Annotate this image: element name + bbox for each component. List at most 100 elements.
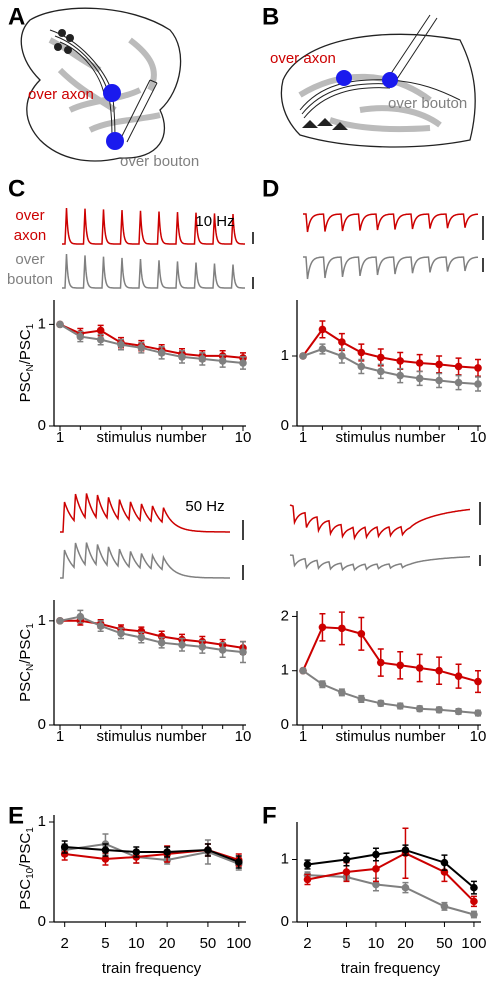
x-tick-label: 1 xyxy=(299,728,307,745)
y-axis-label-part: PSC xyxy=(17,879,34,910)
trace xyxy=(62,253,245,289)
series-line xyxy=(302,669,479,715)
x-axis-label: train frequency xyxy=(102,960,202,977)
data-point xyxy=(415,704,424,713)
x-tick-label: 10 xyxy=(235,728,252,745)
y-axis-label-part: 1 xyxy=(25,827,36,833)
x-tick-label: 50 xyxy=(200,935,217,952)
data-point xyxy=(318,623,327,632)
data-point xyxy=(342,868,351,876)
data-point xyxy=(470,897,478,906)
data-point xyxy=(198,355,207,363)
y-tick-label: 1 xyxy=(281,347,289,364)
y-tick-label: 0 xyxy=(281,913,289,930)
series-line xyxy=(302,626,479,683)
data-point xyxy=(415,374,424,383)
data-point xyxy=(96,335,105,344)
x-axis-label: stimulus number xyxy=(96,429,206,446)
data-point xyxy=(470,910,478,919)
x-tick-label: 10 xyxy=(235,429,252,446)
data-point xyxy=(163,848,171,856)
data-point xyxy=(204,846,212,854)
data-point xyxy=(376,699,385,708)
trace-label: over xyxy=(15,207,44,224)
data-point xyxy=(401,883,410,892)
data-point xyxy=(474,380,482,388)
y-axis-label-part: /PSC xyxy=(17,833,34,868)
data-point xyxy=(101,855,110,863)
x-tick-label: 20 xyxy=(397,935,414,952)
y-tick-label: 0 xyxy=(281,417,289,434)
data-point xyxy=(218,646,227,654)
data-point xyxy=(318,345,327,353)
data-point xyxy=(117,340,125,349)
y-axis-label-part: 10 xyxy=(25,867,36,879)
trace xyxy=(62,207,245,245)
series-line xyxy=(307,849,475,889)
series-line xyxy=(302,328,479,369)
data-point xyxy=(396,661,405,670)
series-line xyxy=(59,615,244,654)
data-point xyxy=(318,325,327,334)
trace xyxy=(60,493,230,533)
data-point xyxy=(396,702,405,710)
y-tick-label: 1 xyxy=(38,612,46,629)
annotation: 10 Hz xyxy=(195,213,234,230)
data-point xyxy=(198,643,207,651)
data-point xyxy=(178,353,186,361)
y-axis-label: PSC10/PSC1 xyxy=(17,827,36,910)
data-point xyxy=(376,658,385,667)
y-tick-label: 0 xyxy=(38,716,46,733)
panel-letter: C xyxy=(8,175,25,202)
data-point xyxy=(56,617,64,625)
data-point xyxy=(76,612,85,621)
data-point xyxy=(338,352,346,360)
data-point xyxy=(357,630,366,638)
x-tick-label: 10 xyxy=(470,728,487,745)
data-point xyxy=(435,360,443,369)
series-line xyxy=(64,842,240,865)
data-point xyxy=(474,364,482,372)
data-point xyxy=(239,648,247,656)
data-point xyxy=(137,633,146,642)
data-point xyxy=(440,902,449,911)
data-point xyxy=(401,846,410,854)
y-axis-label-part: 1 xyxy=(25,623,36,629)
x-axis-label: train frequency xyxy=(341,960,441,977)
panel-letter: B xyxy=(262,3,279,30)
x-tick-label: 50 xyxy=(436,935,453,952)
y-axis-label: PSCN/PSC1 xyxy=(17,323,36,402)
data-point xyxy=(303,875,312,884)
data-point xyxy=(376,367,385,376)
y-tick-label: 1 xyxy=(38,813,46,830)
y-tick-label: 1 xyxy=(38,315,46,332)
annotation: 50 Hz xyxy=(185,498,224,515)
data-point xyxy=(338,338,346,346)
x-axis-label: stimulus number xyxy=(96,728,206,745)
data-point xyxy=(132,848,141,856)
x-tick-label: 2 xyxy=(61,935,69,952)
y-tick-label: 0 xyxy=(38,913,46,930)
diagram-label: over axon xyxy=(28,86,94,103)
series-line xyxy=(60,619,244,649)
trace-label: axon xyxy=(14,227,47,244)
data-point xyxy=(338,624,346,633)
data-point xyxy=(474,677,482,686)
y-tick-label: 0 xyxy=(281,716,289,733)
data-point xyxy=(299,352,307,360)
trace-label: bouton xyxy=(7,271,53,288)
data-point xyxy=(117,629,125,638)
data-point xyxy=(376,353,385,362)
data-point xyxy=(357,348,366,357)
data-point xyxy=(435,706,443,714)
trace xyxy=(289,554,470,572)
data-point xyxy=(60,850,69,858)
data-point xyxy=(454,378,463,387)
data-point xyxy=(239,359,247,367)
series-line xyxy=(307,852,475,903)
data-point xyxy=(157,638,166,647)
y-tick-label: 0 xyxy=(38,417,46,434)
data-point xyxy=(454,672,463,680)
x-tick-label: 100 xyxy=(226,935,251,952)
